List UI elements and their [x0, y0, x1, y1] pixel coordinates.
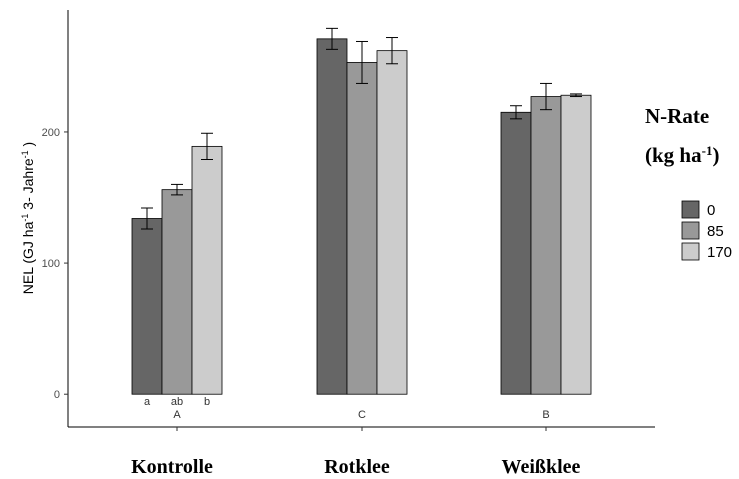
bar-1-1: [346, 62, 378, 395]
group-letter-2: B: [542, 409, 549, 421]
y-axis-label-part-3: ): [20, 142, 36, 151]
legend-swatch-0: [681, 200, 700, 219]
bar-0-0: [131, 218, 163, 395]
group-letter-1: C: [358, 409, 366, 421]
legend-label-0: 0: [707, 202, 715, 219]
bar-1-2: [376, 50, 408, 395]
category-label-0: Kontrolle: [131, 456, 213, 478]
legend-swatch-2: [681, 242, 700, 261]
bar-1-0: [316, 38, 348, 395]
legend-label-2: 170: [707, 244, 732, 261]
bars: [131, 38, 592, 395]
error-bars: [141, 27, 582, 230]
y-tick-label-1: 100: [42, 258, 60, 270]
bar-letter-0-0: a: [144, 396, 151, 408]
group-letter-0: A: [173, 409, 181, 421]
legend-title-end: ): [712, 143, 719, 167]
bar-0-1: [161, 189, 193, 395]
y-tick-label-2: 200: [42, 127, 60, 139]
y-tick-label-0: 0: [54, 389, 60, 401]
category-label-2: Weißklee: [502, 456, 581, 478]
y-axis-label-sup-2: -1: [20, 150, 30, 158]
y-axis-label-part-2: 3- Jahre: [20, 158, 36, 213]
category-labels: Kontrolle Rotklee Weißklee: [131, 427, 581, 478]
bar-2-0: [500, 111, 532, 395]
legend: N-Rate (kg ha-1) 0 85 170: [645, 104, 732, 261]
y-axis-label: NEL (GJ ha-1 3- Jahre-1 ): [20, 142, 36, 294]
legend-title-line1: N-Rate: [645, 104, 709, 128]
y-axis-label-part-1: NEL (GJ ha: [20, 221, 36, 294]
y-axis-label-sup-1: -1: [20, 214, 30, 222]
legend-title-line2: (kg ha-1): [645, 143, 719, 168]
bar-letter-0-1: ab: [171, 396, 183, 408]
legend-title-unit: (kg ha: [645, 143, 702, 167]
legend-items: 0 85 170: [681, 200, 732, 261]
bar-0-2: [191, 145, 223, 395]
legend-swatch-1: [681, 221, 700, 240]
y-ticks: 0 100 200: [42, 127, 68, 401]
bar-letter-0-2: b: [204, 396, 210, 408]
legend-title-sup: -1: [702, 143, 713, 158]
legend-label-1: 85: [707, 223, 724, 240]
bar-2-2: [560, 94, 592, 395]
significance-letters: a ab b A C B: [144, 396, 550, 421]
category-label-1: Rotklee: [324, 456, 390, 478]
bar-2-1: [530, 96, 562, 395]
